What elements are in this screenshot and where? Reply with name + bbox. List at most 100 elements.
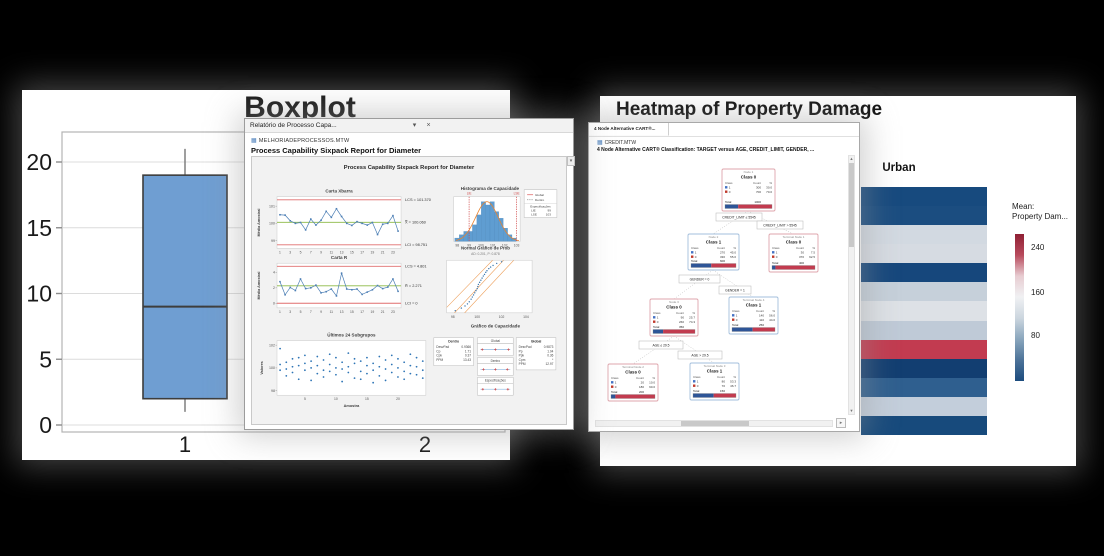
svg-text:Count: Count (636, 376, 644, 380)
svg-text:Total: Total (732, 323, 739, 327)
heatmap-cell (861, 339, 987, 359)
capability-window: Relatório de Processo Capa... ▾ × ▦ MELH… (244, 118, 575, 430)
svg-text:1000: 1000 (754, 200, 761, 204)
svg-text:100: 100 (269, 222, 275, 226)
capability-report-chart: Process Capability Sixpack Report for Di… (251, 156, 567, 425)
heatmap-title: Heatmap of Property Damage (616, 99, 883, 120)
svg-text:15: 15 (350, 250, 354, 254)
heatmap-cell (861, 225, 987, 245)
svg-text:5: 5 (304, 397, 306, 401)
svg-text:Class: Class (725, 181, 733, 185)
svg-text:11: 11 (330, 250, 334, 254)
svg-text:Class: Class (691, 246, 699, 250)
svg-text:PPM: PPM (519, 362, 526, 366)
capability-heading: Process Capability Sixpack Report for Di… (251, 146, 422, 155)
svg-text:Carta R: Carta R (331, 255, 348, 260)
svg-text:99: 99 (271, 239, 275, 243)
svg-text:Count: Count (676, 311, 684, 315)
svg-text:92.5: 92.5 (809, 255, 815, 259)
svg-text:330: 330 (720, 255, 725, 259)
svg-text:98: 98 (455, 243, 459, 247)
minimize-icon[interactable]: ▾ (412, 122, 417, 129)
svg-text:20: 20 (26, 149, 52, 175)
heatmap-cell (861, 263, 987, 283)
svg-text:80: 80 (722, 380, 726, 384)
svg-text:Process Capability Sixpack Rep: Process Capability Sixpack Report for Di… (344, 165, 475, 171)
svg-text:12.97: 12.97 (546, 362, 554, 366)
svg-text:AD: 0.201, P: 0.878: AD: 0.201, P: 0.878 (471, 252, 500, 256)
svg-text:GENDER = 0: GENDER = 0 (690, 278, 710, 282)
cart-tree-chart: CREDIT_LIMIT ≤ 5545 CREDIT_LIMIT > 5545 GE… (607, 168, 819, 402)
svg-text:Cp: Cp (436, 349, 440, 353)
svg-text:21: 21 (381, 310, 385, 314)
svg-text:1: 1 (729, 186, 731, 190)
svg-text:9: 9 (320, 250, 322, 254)
svg-text:X̿ = 100.060: X̿ = 100.060 (404, 220, 426, 225)
svg-text:Dentro: Dentro (535, 198, 544, 202)
svg-text:Total: Total (725, 200, 732, 204)
cart-window: 4 Node Alternative CART®... ▦ CREDIT.MTW… (588, 122, 860, 432)
svg-text:0.36: 0.36 (547, 354, 553, 358)
svg-text:*: * (552, 358, 554, 362)
svg-text:Node 2: Node 2 (709, 235, 719, 239)
svg-text:Class: Class (693, 375, 701, 379)
scroll-up-icon[interactable]: ▲ (849, 156, 854, 161)
svg-text:Class 1: Class 1 (706, 240, 722, 245)
svg-text:0: 0 (615, 385, 617, 389)
svg-text:1: 1 (657, 316, 659, 320)
svg-text:0: 0 (729, 190, 731, 194)
legend-tick-label: 160 (1031, 288, 1045, 298)
heatmap-cell (861, 377, 987, 397)
svg-text:AGE ≤ 29.5: AGE ≤ 29.5 (652, 344, 669, 348)
svg-text:4: 4 (273, 271, 275, 275)
cart-heading: 4 Node Alternative CART® Classification:… (597, 147, 815, 153)
svg-text:15: 15 (350, 310, 354, 314)
svg-text:370: 370 (799, 255, 804, 259)
report-scroll-button[interactable]: ▾ (567, 156, 575, 166)
worksheet-row: ▦ MELHORIADEPROCESSOS.MTW (251, 138, 349, 144)
scroll-down-icon[interactable]: ▼ (849, 408, 854, 413)
svg-text:DesvPad: DesvPad (436, 345, 449, 349)
svg-text:25.7: 25.7 (689, 316, 695, 320)
vertical-scrollbar[interactable]: ▲ ▼ (848, 155, 855, 415)
svg-text:%: % (769, 181, 772, 185)
svg-text:10: 10 (334, 397, 338, 401)
titlebar-title: Relatório de Processo Capa... (250, 122, 337, 129)
scroll-corner-button[interactable]: ▸ (836, 418, 846, 428)
svg-text:98: 98 (271, 389, 275, 393)
svg-text:10: 10 (26, 281, 52, 307)
svg-text:260: 260 (679, 320, 684, 324)
worksheet-name: CREDIT.MTW (604, 140, 637, 146)
svg-text:30.0: 30.0 (766, 186, 772, 190)
svg-text:Count: Count (717, 246, 725, 250)
close-icon[interactable]: × (426, 122, 431, 129)
heatmap-cell (861, 320, 987, 340)
svg-text:PPM: PPM (436, 358, 443, 362)
worksheet-icon: ▦ (251, 138, 257, 144)
svg-text:700: 700 (756, 190, 761, 194)
svg-text:13: 13 (340, 250, 344, 254)
vertical-scroll-thumb[interactable] (849, 163, 854, 247)
svg-text:Class 0: Class 0 (741, 175, 757, 180)
svg-text:Histograma de Capacidade: Histograma de Capacidade (461, 186, 520, 191)
svg-text:1: 1 (615, 381, 617, 385)
svg-text:Global: Global (535, 193, 544, 197)
heatmap-grid (861, 187, 987, 436)
svg-text:98: 98 (451, 315, 455, 319)
horizontal-scrollbar[interactable] (595, 420, 833, 427)
svg-text:45.0: 45.0 (730, 251, 736, 255)
horizontal-scroll-thumb[interactable] (680, 421, 749, 426)
svg-text:%: % (733, 375, 736, 379)
cart-tab[interactable]: 4 Node Alternative CART®... (589, 123, 669, 136)
svg-text:10.0: 10.0 (649, 381, 655, 385)
svg-text:13: 13 (340, 310, 344, 314)
svg-text:3: 3 (289, 250, 291, 254)
svg-text:Count: Count (796, 246, 804, 250)
svg-text:Total: Total (772, 261, 779, 265)
svg-text:Total: Total (691, 259, 698, 263)
svg-text:0: 0 (776, 255, 778, 259)
heatmap-legend-gradient (1015, 234, 1024, 381)
svg-text:Class 0: Class 0 (625, 370, 641, 375)
svg-text:0: 0 (39, 412, 52, 438)
